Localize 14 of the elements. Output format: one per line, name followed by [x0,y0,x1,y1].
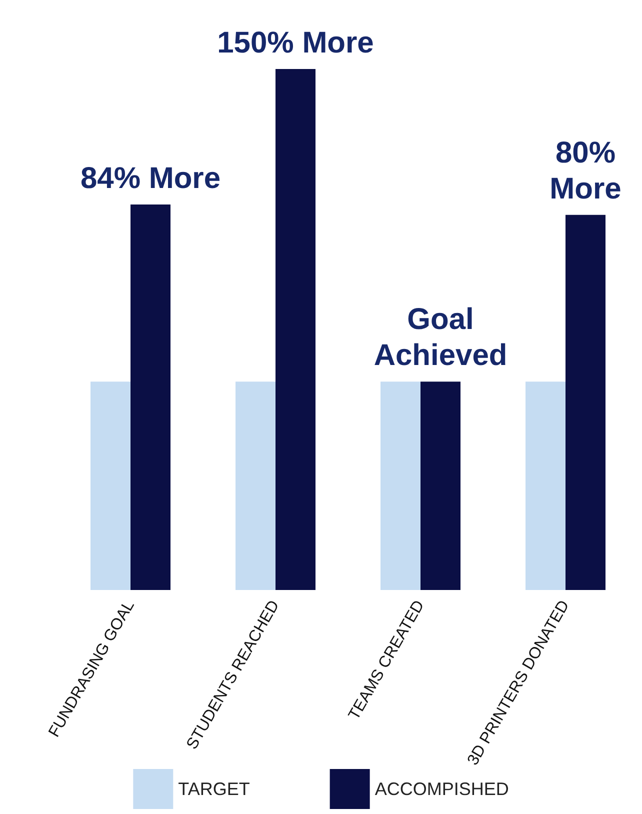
bar [236,382,276,590]
annotation: 84% More [80,162,221,195]
bar [566,214,606,590]
annotation: 80% More [550,136,622,206]
bar [276,69,316,590]
bar [90,382,130,590]
legend-label: ACCOMPISHED [374,779,509,799]
bar [526,382,566,590]
bar [130,204,170,590]
legend-label: TARGET [178,779,250,799]
annotation: Goal Achieved [374,303,508,372]
annotation: 150% More [217,26,374,60]
bar [380,382,420,590]
bar [420,382,460,590]
